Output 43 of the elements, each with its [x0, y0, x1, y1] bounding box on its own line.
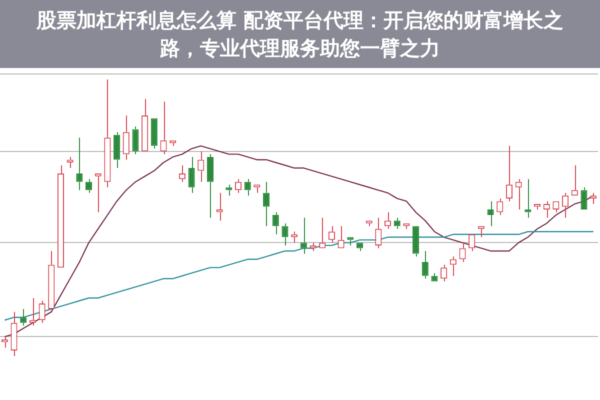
- candlestick: [206, 154, 214, 218]
- candlestick: [496, 198, 504, 216]
- candlestick: [300, 217, 307, 254]
- candlestick: [198, 150, 204, 182]
- candlestick: [562, 192, 569, 218]
- candlestick: [66, 156, 74, 169]
- candlestick: [216, 192, 223, 222]
- chart-title: 股票加杠杆利息怎么算 配资平台代理：开启您的财富增长之路，专业代理服务助您一臂之力: [0, 0, 600, 68]
- candlestick: [580, 186, 588, 210]
- candlestick: [272, 212, 279, 235]
- candlestick: [422, 250, 428, 280]
- candlestick: [282, 222, 288, 246]
- candlestick: [468, 234, 476, 252]
- candlestick: [10, 311, 18, 357]
- candlestick: [412, 226, 420, 258]
- candlestick: [160, 101, 167, 155]
- candlestick: [29, 297, 36, 326]
- candlestick: [188, 156, 195, 194]
- candlestick: [244, 178, 251, 196]
- candlestick: [48, 250, 55, 310]
- candlestick: [478, 226, 484, 238]
- candlestick: [524, 178, 532, 218]
- candlestick: [94, 174, 102, 213]
- candlestick: [254, 184, 260, 194]
- candlestick: [375, 217, 382, 249]
- candlestick: [366, 220, 372, 227]
- candlestick: [122, 114, 130, 160]
- candlestick: [142, 98, 148, 152]
- candlestick: [440, 264, 448, 282]
- candlestick: [104, 79, 111, 188]
- candlestick: [394, 217, 400, 230]
- candlestick: [590, 192, 597, 204]
- candlestick: [431, 272, 438, 282]
- candlestick: [459, 242, 466, 263]
- candlestick: [347, 237, 354, 246]
- candlestick: [506, 145, 513, 202]
- candlestick: [114, 132, 120, 169]
- candlestick: [132, 126, 139, 155]
- candlestick: [57, 164, 64, 268]
- candlestick: [38, 300, 46, 324]
- candlestick: [150, 118, 158, 150]
- candlestick: [20, 308, 27, 326]
- candlestick: [263, 181, 270, 227]
